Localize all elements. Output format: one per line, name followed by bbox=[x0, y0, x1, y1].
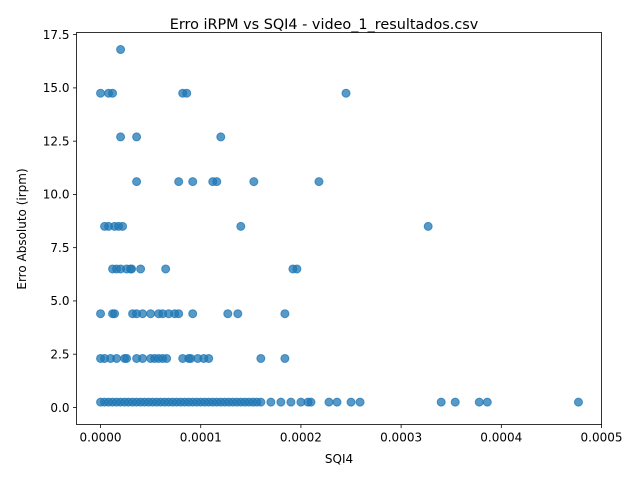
scatter-point bbox=[436, 397, 446, 407]
scatter-point bbox=[174, 309, 184, 319]
scatter-point bbox=[423, 221, 433, 231]
scatter-point bbox=[188, 177, 198, 187]
x-tick-label: 0.0001 bbox=[180, 431, 222, 445]
scatter-point bbox=[332, 397, 342, 407]
x-tick-label: 0.0005 bbox=[581, 431, 623, 445]
scatter-point bbox=[174, 177, 184, 187]
scatter-point bbox=[108, 88, 118, 98]
scatter-point bbox=[355, 397, 365, 407]
scatter-point bbox=[233, 309, 243, 319]
y-axis-label: Erro Absoluto (irpm) bbox=[15, 168, 29, 289]
scatter-point bbox=[324, 397, 334, 407]
scatter-point bbox=[96, 88, 106, 98]
scatter-point bbox=[112, 353, 122, 363]
scatter-point bbox=[256, 353, 266, 363]
scatter-point bbox=[223, 309, 233, 319]
scatter-point bbox=[138, 353, 148, 363]
plot-frame bbox=[76, 32, 602, 425]
y-tick-label: 17.5 bbox=[43, 28, 70, 42]
x-axis-ticks: 0.0000 0.0001 0.0002 0.0003 0.0004 0.0005 bbox=[80, 424, 623, 445]
scatter-point bbox=[482, 397, 492, 407]
scatter-point bbox=[280, 353, 290, 363]
y-tick-label: 2.5 bbox=[50, 347, 69, 361]
y-tick-label: 10.0 bbox=[43, 188, 70, 202]
scatter-point bbox=[136, 264, 146, 274]
scatter-point bbox=[182, 88, 192, 98]
scatter-point bbox=[212, 177, 222, 187]
y-tick-label: 15.0 bbox=[43, 81, 70, 95]
scatter-point bbox=[256, 397, 266, 407]
scatter-point bbox=[127, 264, 137, 274]
x-tick-label: 0.0000 bbox=[80, 431, 122, 445]
scatter-point bbox=[204, 353, 214, 363]
scatter-point bbox=[573, 397, 583, 407]
x-tick-label: 0.0002 bbox=[280, 431, 322, 445]
x-tick-label: 0.0003 bbox=[380, 431, 422, 445]
y-axis-ticks: 0.0 2.5 5.0 7.5 10.0 12.5 15.0 17.5 bbox=[43, 28, 77, 415]
scatter-point bbox=[286, 397, 296, 407]
scatter-point bbox=[161, 264, 171, 274]
scatter-point bbox=[132, 177, 142, 187]
scatter-point bbox=[116, 45, 126, 55]
scatter-point bbox=[116, 132, 126, 142]
scatter-point bbox=[292, 264, 302, 274]
scatter-point bbox=[122, 353, 132, 363]
scatter-point bbox=[474, 397, 484, 407]
scatter-point bbox=[216, 132, 226, 142]
scatter-point bbox=[110, 309, 120, 319]
scatter-point bbox=[450, 397, 460, 407]
scatter-point bbox=[138, 309, 148, 319]
y-tick-label: 12.5 bbox=[43, 134, 70, 148]
scatter-point bbox=[346, 397, 356, 407]
data-points bbox=[96, 45, 583, 407]
y-tick-label: 0.0 bbox=[50, 401, 69, 415]
scatter-point bbox=[341, 88, 351, 98]
chart-title: Erro iRPM vs SQI4 - video_1_resultados.c… bbox=[170, 17, 479, 33]
scatter-point bbox=[280, 309, 290, 319]
scatter-point bbox=[162, 353, 172, 363]
scatter-point bbox=[118, 221, 128, 231]
scatter-point bbox=[266, 397, 276, 407]
scatter-point bbox=[146, 309, 156, 319]
scatter-point bbox=[132, 132, 142, 142]
scatter-point bbox=[188, 309, 198, 319]
scatter-point bbox=[276, 397, 286, 407]
scatter-point bbox=[236, 221, 246, 231]
y-tick-label: 5.0 bbox=[50, 294, 69, 308]
scatter-point bbox=[306, 397, 316, 407]
y-tick-label: 7.5 bbox=[50, 241, 69, 255]
x-tick-label: 0.0004 bbox=[480, 431, 522, 445]
scatter-point bbox=[314, 177, 324, 187]
x-axis-label: SQI4 bbox=[325, 452, 353, 466]
scatter-point bbox=[249, 177, 259, 187]
scatter-point bbox=[96, 309, 106, 319]
